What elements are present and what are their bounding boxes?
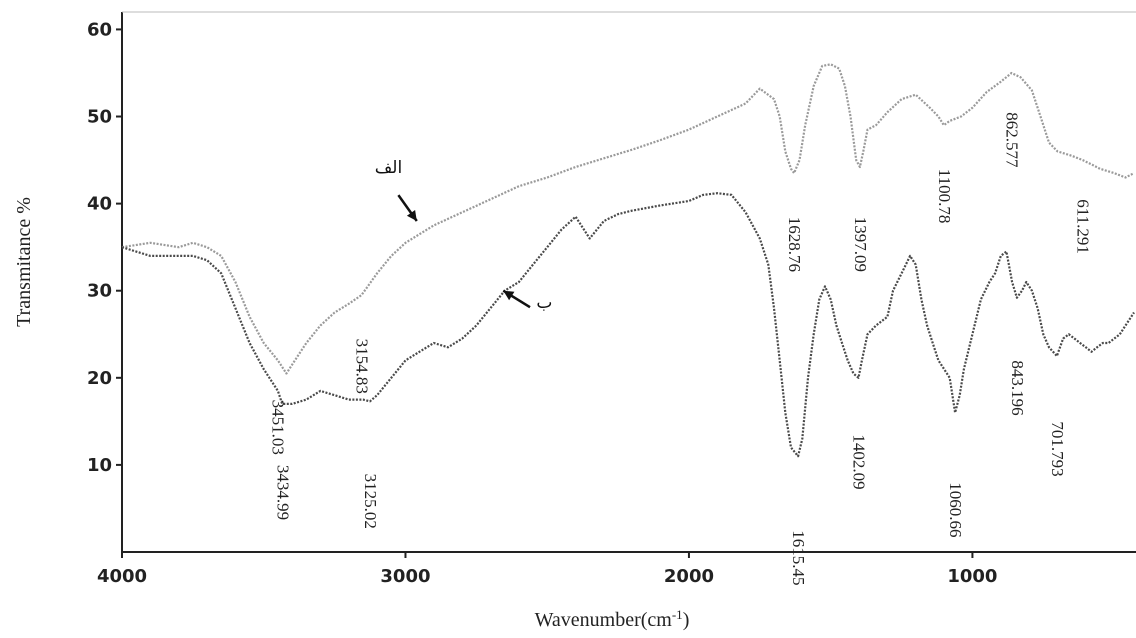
y-tick-label: 20	[87, 368, 112, 389]
peak-label: 3451.03	[269, 400, 288, 455]
y-axis-title: Transmitance %	[13, 197, 35, 327]
x-tick-label: 2000	[664, 566, 714, 587]
annotation-arrowhead	[406, 210, 417, 221]
series-line-1	[121, 192, 1135, 458]
x-tick-label: 3000	[380, 566, 430, 587]
peak-label: 1060.66	[946, 482, 965, 537]
y-tick-label: 10	[87, 455, 112, 476]
peak-label: 1402.09	[850, 434, 869, 489]
series-line-0	[121, 63, 1135, 375]
peak-label: 1100.78	[935, 169, 954, 224]
annotation-arrowhead	[503, 290, 515, 301]
y-tick-label: 30	[87, 281, 112, 302]
series-layer	[121, 63, 1135, 458]
y-tick-label: 60	[87, 19, 112, 40]
x-axis-title: Wavenumber(cm-1)	[535, 607, 690, 632]
y-tick-group: 10 20 30 40 50 60	[87, 19, 122, 476]
x-tick-group: 4000 3000 2000 1000	[97, 552, 997, 587]
x-tick-label: 1000	[947, 566, 997, 587]
x-axis-title-superscript: -1	[672, 607, 683, 622]
peak-label: 701.793	[1048, 421, 1067, 476]
peak-label: 3154.83	[353, 339, 372, 394]
y-tick-label: 40	[87, 194, 112, 215]
peak-label: 3434.99	[273, 465, 292, 520]
peak-label: 1397.09	[851, 217, 870, 272]
x-axis-title-tail: )	[683, 609, 690, 631]
annotation-layer: الف ب	[375, 158, 553, 313]
peak-label: 862.577	[1003, 112, 1022, 168]
y-tick-label: 50	[87, 107, 112, 128]
peak-label: 843.196	[1008, 360, 1027, 415]
series-tag: ب	[536, 293, 552, 313]
peak-label: 3125.02	[361, 474, 380, 529]
x-axis-title-main: Wavenumber(cm	[535, 609, 673, 631]
series-tag: الف	[375, 158, 403, 178]
peak-label: 611.291	[1074, 199, 1093, 254]
peak-label-layer: 1628.76 1397.09 1100.78 862.577 611.291 3154.…	[269, 112, 1093, 585]
x-tick-label: 4000	[97, 566, 147, 587]
peak-label: 1628.76	[785, 217, 804, 272]
peak-label: 1615.45	[789, 530, 808, 585]
